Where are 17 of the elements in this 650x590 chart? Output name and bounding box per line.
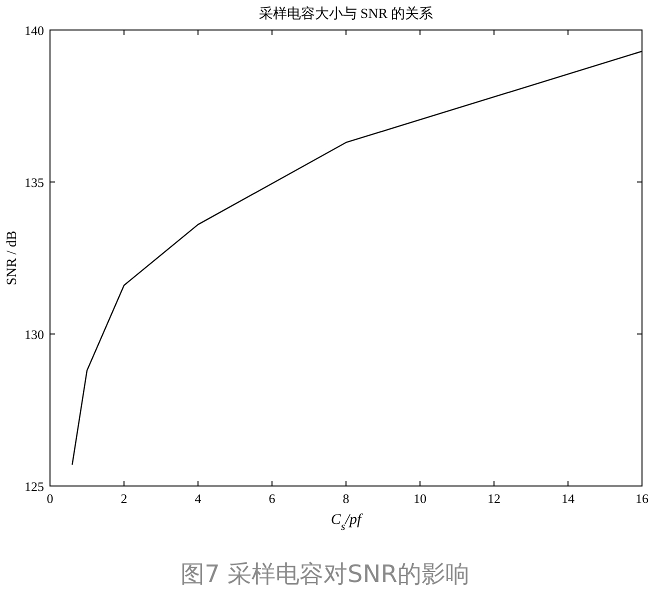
x-tick-label: 4 [194,491,202,506]
x-tick-label: 14 [562,491,575,506]
y-axis-title: SNR / dB [5,230,20,286]
y-tick-label: 130 [24,327,44,342]
x-tick-label: 8 [342,491,350,506]
y-tick-label: 125 [24,479,44,494]
caption: 图7 采样电容对SNR的影响 [180,560,470,588]
y-tick-label: 140 [24,23,44,38]
y-tick-label: 135 [24,175,44,190]
chart-title: 采样电容大小与 SNR 的关系 [258,6,434,22]
x-tick-label: 16 [636,491,649,506]
x-tick-label: 2 [120,491,128,506]
x-tick-label: 6 [268,491,276,506]
x-tick-label: 10 [414,491,426,506]
x-tick-label: 0 [46,491,54,506]
x-axis-title: C$_{s}$/pf [330,512,363,533]
x-tick-label: 12 [488,491,500,506]
